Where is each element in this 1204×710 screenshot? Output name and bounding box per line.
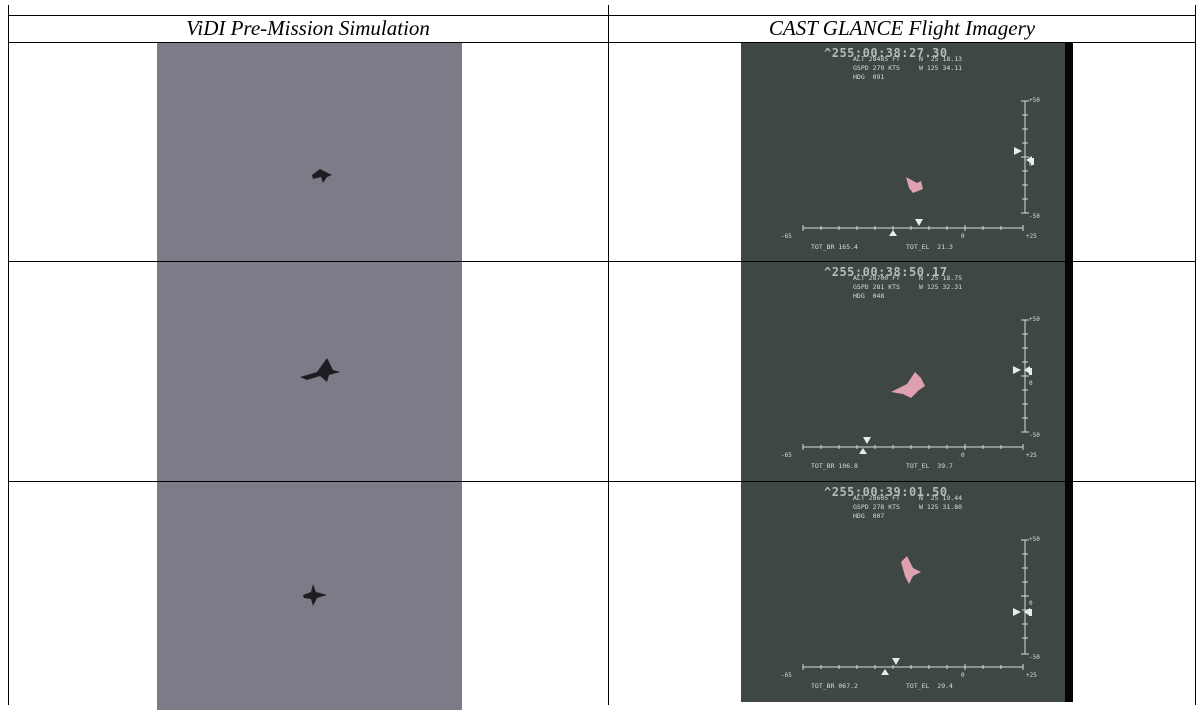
ir-lon-2: W 125 32.31 xyxy=(919,283,963,291)
ir-axis-right-2: +25 xyxy=(1026,452,1037,459)
ir-timestamp-1: ^255:00:38:27.30 xyxy=(824,46,948,60)
ir-axis-mid-3: 0 xyxy=(961,672,965,679)
ir-axis-right-1: +25 xyxy=(1026,233,1037,240)
ir-axis-right-3: +25 xyxy=(1026,672,1037,679)
row-separator-2 xyxy=(8,481,1196,482)
table-top-border xyxy=(8,15,1196,16)
ir-scale-top-2: +50 xyxy=(1029,316,1040,323)
sim-aircraft-2 xyxy=(300,358,340,382)
table-center-border xyxy=(608,5,609,705)
ir-axis-left-2: -65 xyxy=(781,452,792,459)
ir-lon-1: W 125 34.11 xyxy=(919,64,963,72)
ir-hdg-1: HDG 091 xyxy=(853,73,885,81)
ir-overlay-2 xyxy=(802,319,1032,454)
ir-frame-2: ^255:00:38:50.17 ALT 28700 FT GSPD 281 K… xyxy=(741,262,1073,481)
ir-hdg-2: HDG 048 xyxy=(853,292,885,300)
ir-scale-mid-3: 0 xyxy=(1029,600,1033,607)
ir-alt-1: ALT 28485 FT xyxy=(853,55,900,63)
header-vidi-simulation: ViDI Pre-Mission Simulation xyxy=(186,15,430,40)
header-separator xyxy=(8,42,1196,43)
ir-gspd-3: GSPD 278 KTS xyxy=(853,503,900,511)
ir-tot-el-1: TOT_EL 21.3 xyxy=(906,243,953,251)
ir-overlay-1 xyxy=(802,100,1034,236)
sim-aircraft-3 xyxy=(303,584,327,606)
ir-hdg-3: HDG 007 xyxy=(853,512,885,520)
ir-tot-br-3: TOT_BR 067.2 xyxy=(811,682,858,690)
ir-scale-top-1: +50 xyxy=(1029,97,1040,104)
sim-frame-1 xyxy=(157,43,462,261)
ir-border-3 xyxy=(1065,482,1073,702)
ir-tot-el-3: TOT_EL 29.4 xyxy=(906,682,953,690)
ir-lon-3: W 125 31.80 xyxy=(919,503,963,511)
ir-axis-mid-2: 0 xyxy=(961,452,965,459)
ir-scale-mid-2: 0 xyxy=(1029,380,1033,387)
ir-lat-3: N 25 19.44 xyxy=(919,494,963,502)
sim-frame-3 xyxy=(157,482,462,710)
ir-tot-br-1: TOT_BR 165.4 xyxy=(811,243,858,251)
sim-aircraft-1 xyxy=(312,169,332,183)
table-right-border xyxy=(1195,5,1196,705)
ir-timestamp-2: ^255:00:38:50.17 xyxy=(824,265,948,279)
ir-tot-el-2: TOT_EL 39.7 xyxy=(906,462,953,470)
ir-alt-3: ALT 28605 FT xyxy=(853,494,900,502)
ir-gspd-2: GSPD 281 KTS xyxy=(853,283,900,291)
ir-scale-bot-3: -50 xyxy=(1029,654,1040,661)
ir-frame-3: ^255:00:39:01.50 ALT 28605 FT GSPD 278 K… xyxy=(741,482,1073,702)
sim-frame-2 xyxy=(157,262,462,481)
ir-overlay-3 xyxy=(802,539,1032,675)
row-separator-1 xyxy=(8,261,1196,262)
ir-lat-2: N 25 18.75 xyxy=(919,274,963,282)
ir-scale-bot-2: -50 xyxy=(1029,432,1040,439)
comparison-table: ViDI Pre-Mission Simulation CAST GLANCE … xyxy=(8,5,1196,710)
ir-alt-2: ALT 28700 FT xyxy=(853,274,900,282)
ir-axis-left-3: -65 xyxy=(781,672,792,679)
ir-gspd-1: GSPD 279 KTS xyxy=(853,64,900,72)
ir-border-2 xyxy=(1065,262,1073,481)
ir-axis-mid-1: 0 xyxy=(961,233,965,240)
ir-lat-1: N 25 18.13 xyxy=(919,55,963,63)
ir-frame-1: ^255:00:38:27.30 ALT 28485 FT GSPD 279 K… xyxy=(741,43,1073,261)
header-cast-glance-imagery: CAST GLANCE Flight Imagery xyxy=(768,15,1036,40)
table-left-border xyxy=(8,5,9,705)
ir-scale-mid-1: 0 xyxy=(1029,161,1033,168)
ir-axis-left-1: -65 xyxy=(781,233,792,240)
ir-timestamp-3: ^255:00:39:01.50 xyxy=(824,485,948,499)
ir-border-1 xyxy=(1065,43,1073,261)
ir-scale-bot-1: -50 xyxy=(1029,213,1040,220)
ir-tot-br-2: TOT_BR 106.8 xyxy=(811,462,858,470)
ir-scale-top-3: +50 xyxy=(1029,536,1040,543)
